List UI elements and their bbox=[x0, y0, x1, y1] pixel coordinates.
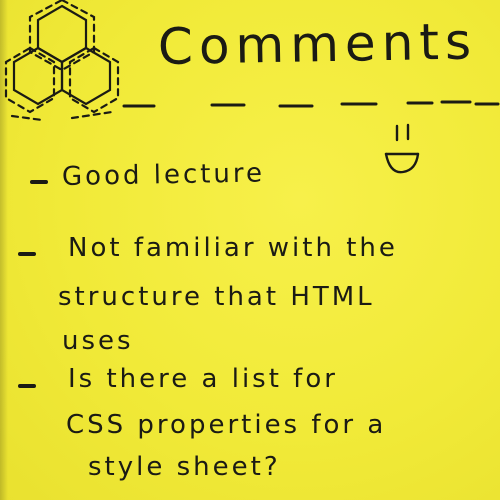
title-underline-dashes bbox=[122, 100, 500, 108]
comment-2-line-2: structure that HTML bbox=[58, 282, 375, 312]
bullet-dash bbox=[18, 384, 36, 388]
comment-2-line-3: uses bbox=[62, 326, 134, 356]
honeycomb-doodle-icon bbox=[4, 0, 120, 122]
comment-1-line-1: Good lecture bbox=[61, 158, 266, 192]
comment-3-line-2: CSS properties for a bbox=[66, 410, 387, 440]
smiley-face-icon bbox=[384, 123, 420, 174]
bullet-dash bbox=[30, 180, 48, 184]
comment-2-line-1: Not familiar with the bbox=[68, 233, 398, 263]
note-edge-shadow bbox=[0, 0, 8, 500]
comment-3-line-3: style sheet? bbox=[88, 452, 281, 482]
bullet-dash bbox=[18, 252, 36, 256]
comment-3-line-1: Is there a list for bbox=[68, 364, 338, 394]
note-title: Comments bbox=[157, 12, 478, 76]
